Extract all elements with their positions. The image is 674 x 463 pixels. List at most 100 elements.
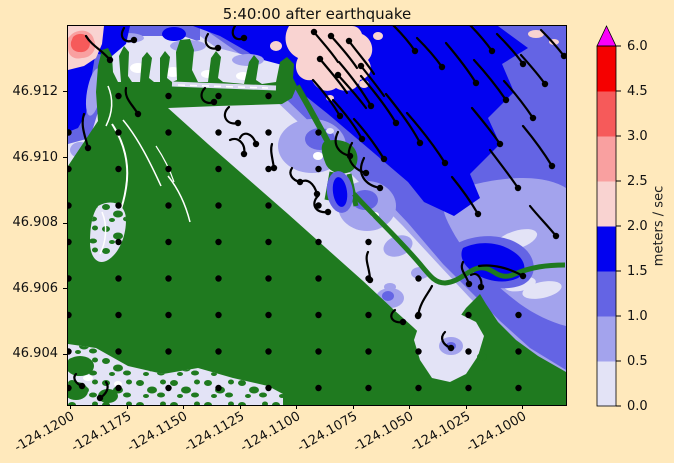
grid-dot [515, 348, 522, 355]
grid-dot [315, 311, 322, 319]
particle-dot [560, 52, 566, 60]
particle-dot [346, 152, 354, 160]
particle-dot [367, 102, 375, 110]
grid-dot [68, 129, 72, 136]
particle-dot [336, 112, 344, 120]
grid-dot [68, 384, 72, 392]
grid-dot [165, 348, 172, 355]
grid-dot [515, 311, 522, 319]
grid-dot [365, 384, 372, 392]
grid-dot [165, 92, 172, 100]
grid-dot [265, 202, 272, 209]
grid-dot [115, 202, 122, 209]
colorbar-overflow-arrow [596, 25, 617, 47]
plot-area [67, 25, 567, 406]
particle-trajectory [472, 58, 508, 102]
particle-trajectory [347, 141, 368, 175]
colorbar-tick-label: 2.0 [627, 218, 648, 234]
particle-trajectory [352, 117, 386, 161]
particle-dot [376, 184, 384, 192]
grid-dot [215, 238, 222, 246]
grid-dot [265, 92, 272, 100]
grid-dot [415, 384, 422, 392]
colorbar-segment [597, 271, 616, 317]
y-tick-mark [63, 222, 67, 224]
grid-dot [165, 275, 172, 282]
grid-dot [315, 129, 322, 136]
y-tick-label: 46.910 [12, 149, 59, 165]
grid-dot [465, 311, 472, 319]
particle-trajectory [502, 79, 535, 120]
y-tick-label: 46.912 [12, 83, 59, 99]
particle-dot [529, 114, 537, 122]
grid-dot [68, 238, 72, 246]
particle-dot [414, 312, 422, 320]
particle-trajectory [470, 106, 502, 146]
particle-dot [316, 55, 324, 63]
particle-dot [465, 280, 473, 288]
particle-dot [327, 32, 335, 40]
grid-dot [415, 275, 422, 282]
particle-dot [240, 34, 248, 42]
grid-dot [365, 311, 372, 319]
grid-dot [115, 238, 122, 246]
grid-dot [315, 348, 322, 355]
grid-dot [165, 165, 172, 173]
particle-dot [441, 159, 449, 167]
colorbar-segment [597, 136, 616, 182]
channel-jet [453, 236, 562, 299]
x-tick-mark [126, 405, 128, 409]
x-tick-mark [183, 405, 184, 409]
particle-dot [380, 155, 388, 163]
particle-trajectory [359, 156, 382, 190]
particle-trajectory [311, 78, 342, 118]
x-tick-mark [409, 405, 410, 409]
particle-trajectory [444, 41, 478, 85]
particle-dot [358, 135, 366, 143]
y-tick-mark [63, 288, 67, 289]
grid-dot [115, 275, 122, 282]
particle-dot [234, 119, 242, 127]
particle-trajectory [329, 34, 359, 70]
grid-dot [68, 348, 72, 355]
grid-dot [415, 348, 422, 355]
grid-dot [265, 275, 272, 282]
colorbar-segment [597, 316, 616, 362]
colorbar: 0.0 0.5 1.0 1.5 2.0 2.5 3.0 4.5 6.0 meters / sec [596, 25, 674, 425]
colorbar-tick-label: 1.5 [627, 263, 648, 279]
colorbar-tick-label: 6.0 [627, 38, 648, 54]
particle-dot [392, 119, 400, 127]
x-tick-label: -124.1175 [68, 409, 134, 456]
particle-dot [84, 144, 92, 152]
x-tick-label: -124.1150 [125, 409, 191, 456]
grid-dot [265, 348, 272, 355]
particle-dot [366, 276, 374, 284]
colorbar-unit-label: meters / sec [651, 185, 667, 267]
particle-dot [345, 37, 353, 45]
grid-dot [265, 165, 272, 173]
colorbar-tick-label: 1.0 [627, 308, 648, 324]
grid-dot [115, 311, 122, 319]
grid-dot [115, 384, 122, 392]
particle-dot [357, 62, 365, 70]
particle-dot [416, 139, 424, 147]
particle-dot [134, 110, 142, 118]
particle-dot [552, 232, 560, 240]
particle-trajectory [521, 124, 554, 168]
particle-trajectory [359, 64, 386, 98]
grid-dot [215, 311, 222, 319]
grid-dot [165, 238, 172, 246]
particle-dot [334, 71, 342, 79]
particle-dot [210, 98, 218, 106]
plot-title: 5:40:00 after earthquake [222, 5, 412, 23]
colorbar-tick-label: 0.5 [627, 353, 648, 369]
particle-dot [240, 150, 248, 158]
particle-trajectory [347, 39, 376, 76]
particle-dot [519, 272, 527, 280]
x-tick-label: -124.1000 [464, 409, 530, 456]
particle-trajectory [416, 284, 434, 318]
colorbar-segment [597, 46, 616, 92]
x-tick-label: -124.1050 [351, 409, 417, 456]
colorbar-tick-label: 2.5 [627, 173, 648, 189]
grid-dot [315, 202, 322, 209]
